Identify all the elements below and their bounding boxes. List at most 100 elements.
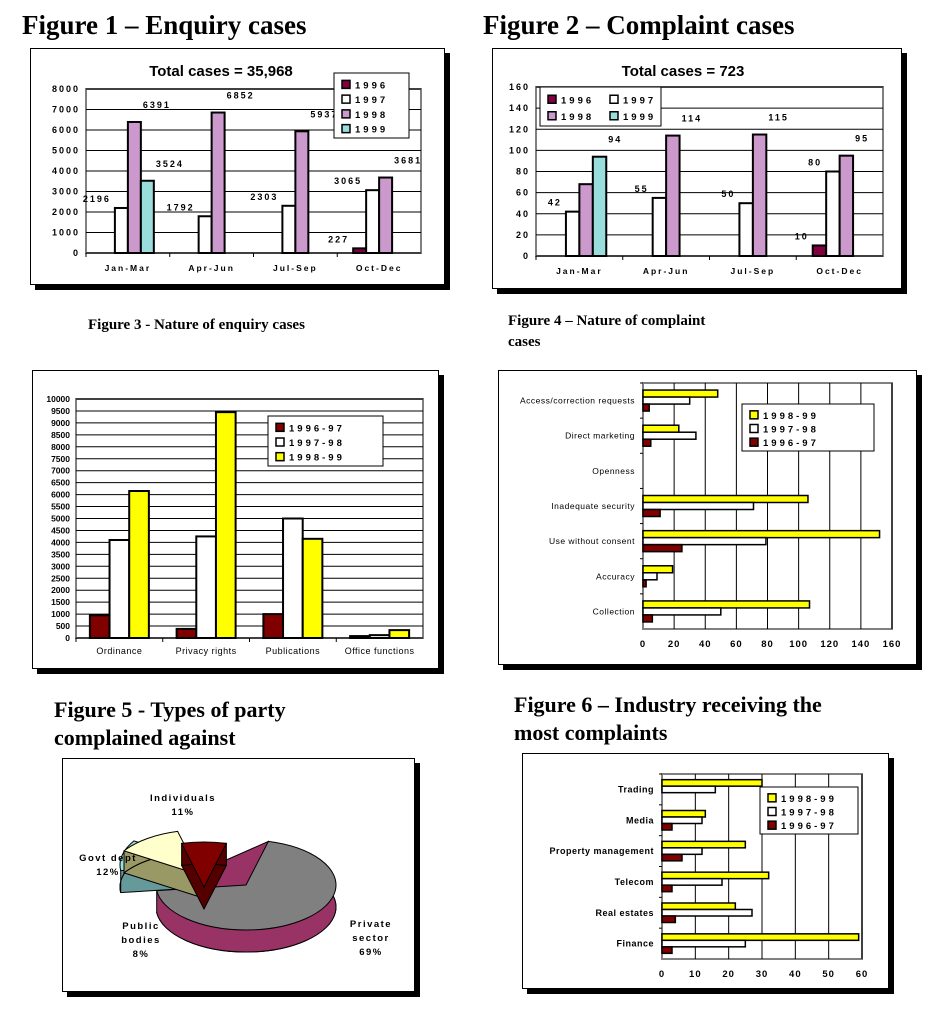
pie-label-pct: 8%	[133, 949, 150, 960]
y-tick-label: 2000	[51, 585, 70, 595]
bar-1998-99	[642, 494, 809, 504]
legend-swatch-1996-97	[275, 422, 285, 433]
legend-label: 1996	[355, 80, 388, 91]
bar-1998-99	[388, 629, 411, 640]
legend-label: 1997	[355, 95, 388, 106]
pie-label-word: Public	[122, 921, 160, 932]
bar-1997-98	[642, 572, 658, 581]
legend-swatch-1998-99	[767, 793, 777, 803]
bar-1996-97	[175, 627, 198, 639]
bar-1997-98	[642, 431, 697, 440]
bar-1997	[281, 204, 297, 254]
x-tick-label: 60	[856, 969, 869, 980]
legend-label: 1996-97	[781, 821, 837, 832]
y-tick-label: 3500	[51, 549, 70, 559]
y-tick-label: 9500	[51, 406, 70, 416]
bar-1998-99	[661, 778, 763, 787]
bar-1998-99	[661, 933, 860, 942]
x-tick-label: Apr-Jun	[643, 266, 690, 276]
bar-1996-97	[661, 884, 673, 893]
bar-1997-98	[108, 539, 131, 639]
x-tick-label: Jan-Mar	[556, 266, 603, 276]
y-tick-label: 4500	[51, 525, 70, 535]
bar-1998	[578, 183, 594, 257]
figure-6-title-line1: Figure 6 – Industry receiving the	[514, 692, 822, 717]
data-label: 227	[328, 234, 349, 244]
y-tick-label: Direct marketing	[565, 431, 635, 441]
chart-title: Total cases = 35,968	[149, 63, 293, 80]
bar-1998	[294, 130, 310, 254]
bar-1997-98	[642, 536, 767, 546]
bar-1996-97	[88, 614, 111, 639]
y-tick-label: Property management	[549, 846, 654, 856]
x-tick-label: 80	[761, 639, 774, 650]
figure-6-chart: 0 10 20 30 40 50 60 Trading Media Property manage…	[522, 753, 889, 989]
legend	[267, 415, 384, 467]
bar-1998	[378, 176, 394, 255]
y-tick-label: Telecom	[615, 877, 654, 887]
y-tick-label: 8500	[51, 430, 70, 440]
y-tick-label: 2500	[51, 573, 70, 583]
y-tick-label: 5500	[51, 502, 70, 512]
y-tick-label: Use without consent	[549, 536, 635, 546]
y-tick-label: 1000	[51, 609, 70, 619]
x-tick-label: Jul-Sep	[273, 263, 318, 273]
data-label: 80	[808, 158, 822, 168]
pie-slice	[122, 830, 201, 876]
bar-1997-98	[661, 847, 703, 856]
bar-1998-99	[128, 490, 150, 639]
y-tick-label: 7000	[52, 105, 80, 115]
x-tick-label: Oct-Dec	[816, 266, 863, 276]
y-tick-label: Collection	[593, 606, 635, 616]
legend-label: 1996-97	[289, 423, 345, 434]
legend-swatch-1996	[547, 94, 557, 104]
bar-1998-99	[661, 840, 747, 849]
legend-swatch-1996-97	[767, 820, 777, 830]
figure-5-title-line2: complained against	[54, 725, 236, 750]
legend	[539, 86, 662, 127]
legend-swatch-1998	[547, 111, 557, 121]
y-tick-label: Inadequate security	[551, 501, 635, 511]
data-label: 2303	[250, 192, 278, 202]
bar-1997	[197, 215, 213, 255]
pie-slice	[180, 841, 228, 889]
bar-1999	[591, 155, 608, 257]
x-tick-label: 20	[668, 639, 681, 650]
legend-label: 1998-99	[289, 453, 345, 464]
figure-4-title: Figure 4 – Nature of complaint cases	[508, 311, 705, 353]
bar-1998-99	[661, 871, 770, 880]
legend-label: 1999	[355, 125, 388, 136]
data-label: 6852	[227, 91, 255, 101]
bar-1997	[113, 206, 129, 254]
legend-label: 1997-98	[289, 438, 345, 449]
y-tick-label: 140	[509, 103, 530, 113]
legend-swatch-1996	[341, 79, 351, 90]
data-label: 50	[721, 189, 735, 199]
y-tick-label: 40	[516, 209, 530, 219]
figure-2-title: Figure 2 – Complaint cases	[483, 10, 795, 40]
bar-1996-97	[262, 613, 285, 640]
figure-5-title: Figure 5 - Types of party complained aga…	[54, 696, 286, 752]
legend-swatch-1999	[341, 123, 351, 134]
pie-label-name: Govt dept	[79, 853, 137, 864]
y-tick-label: 5000	[51, 514, 70, 524]
x-tick-label: 50	[822, 969, 835, 980]
legend-label: 1998	[355, 110, 388, 121]
data-label: 42	[548, 198, 562, 208]
bar-1998	[751, 133, 768, 257]
y-tick-label: 3000	[51, 561, 70, 571]
bar-1998	[665, 134, 681, 257]
y-tick-label: 120	[509, 124, 530, 134]
data-label: 1792	[167, 202, 195, 212]
figure-6-title: Figure 6 – Industry receiving the most c…	[514, 691, 822, 747]
y-tick-label: 10000	[46, 394, 70, 404]
figure-4-chart: 0 20 40 60 80 100 120 140 160 Access/correction r…	[498, 370, 917, 665]
legend-label: 1998	[561, 112, 594, 123]
bar-1996-97	[642, 508, 661, 518]
pie-slice	[156, 840, 337, 931]
y-tick-label: 8000	[51, 442, 70, 452]
legend-label: 1996-97	[763, 438, 819, 449]
x-tick-label: 160	[883, 639, 902, 650]
y-tick-label: 0	[523, 251, 530, 261]
bar-1997-98	[642, 607, 722, 616]
